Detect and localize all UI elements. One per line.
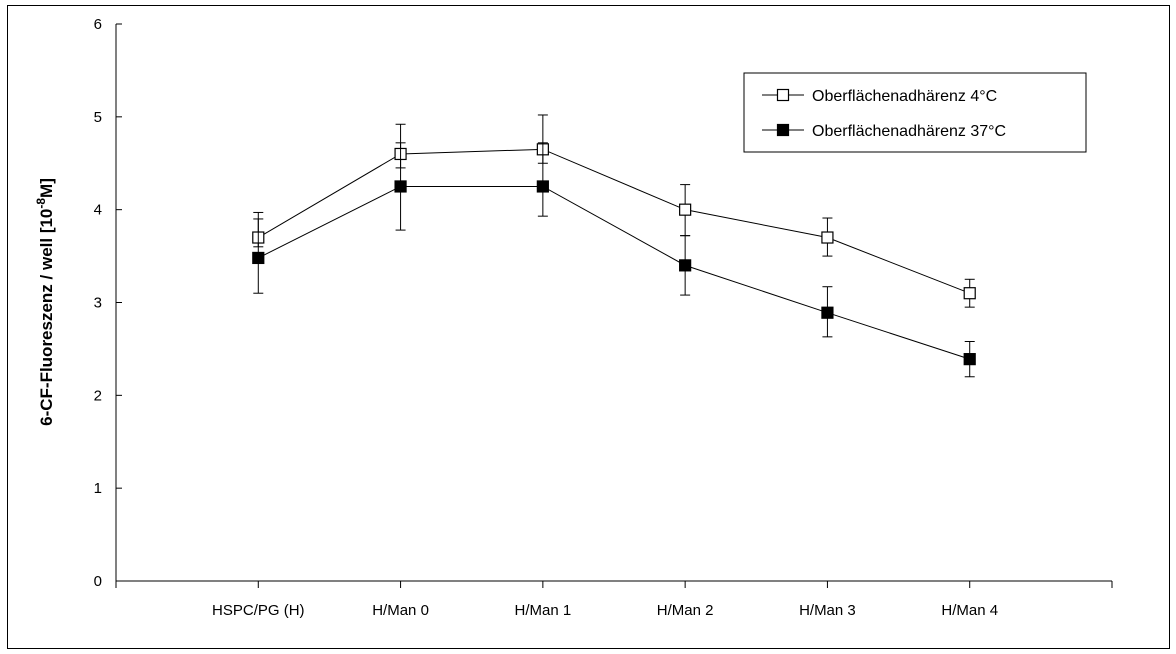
x-tick-label: HSPC/PG (H) <box>212 602 305 619</box>
series-line <box>258 185 970 360</box>
y-tick-label: 3 <box>94 295 102 312</box>
data-point <box>394 180 407 193</box>
y-tick-label: 2 <box>94 387 102 404</box>
x-tick-label: H/Man 2 <box>657 602 714 619</box>
legend-label: Oberflächenadhärenz 4°C <box>812 88 997 105</box>
y-axis-label: 6-CF-Fluoreszenz / well [10-8M] <box>34 178 56 426</box>
y-tick-label: 0 <box>94 573 102 590</box>
x-tick-label: H/Man 3 <box>799 602 856 619</box>
y-tick-label: 1 <box>94 480 102 497</box>
data-point <box>679 203 692 216</box>
data-point <box>821 306 834 319</box>
series-layer <box>252 114 976 378</box>
data-point <box>963 353 976 366</box>
legend-box <box>743 72 1087 153</box>
y-tick-label: 5 <box>94 109 102 126</box>
data-point <box>963 287 976 300</box>
x-tick-label: H/Man 0 <box>372 602 429 619</box>
y-axis-label-superscript: -8 <box>34 198 48 209</box>
legend-label: Oberflächenadhärenz 37°C <box>812 123 1006 140</box>
data-point <box>252 251 265 265</box>
series-line <box>258 148 970 294</box>
data-point <box>679 259 692 272</box>
data-point <box>821 231 834 244</box>
legend: Oberflächenadhärenz 4°C Oberflächenadhäre… <box>743 72 1087 153</box>
y-axis-label-end: M] <box>37 178 56 198</box>
y-tick-label: 4 <box>94 202 102 219</box>
legend-marker <box>776 88 790 102</box>
data-point <box>536 180 549 193</box>
series-2 <box>252 142 976 378</box>
x-tick-label: H/Man 4 <box>941 602 998 619</box>
y-axis-label-main: 6-CF-Fluoreszenz / well [10 <box>37 209 56 426</box>
y-tick-label: 6 <box>94 16 102 33</box>
axes: 0 1 2 3 4 5 6 HSPC/PG (H) H/Man 0 H/Man 1 H/Man 2 H… <box>94 16 1113 619</box>
legend-marker <box>776 123 790 137</box>
x-tick-label: H/Man 1 <box>515 602 572 619</box>
